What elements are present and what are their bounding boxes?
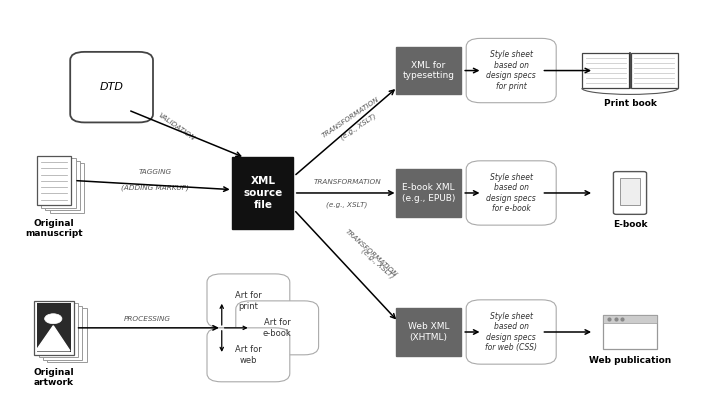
Text: Print book: Print book [603, 99, 657, 107]
FancyBboxPatch shape [70, 52, 153, 122]
Text: TRANSFORMATION: TRANSFORMATION [313, 179, 381, 185]
Text: (e.g., XSLT): (e.g., XSLT) [339, 112, 377, 141]
FancyBboxPatch shape [467, 38, 556, 103]
FancyBboxPatch shape [35, 301, 74, 355]
FancyBboxPatch shape [37, 156, 71, 205]
Text: TAGGING: TAGGING [138, 169, 171, 175]
FancyBboxPatch shape [207, 274, 289, 328]
Text: VALIDATION: VALIDATION [157, 112, 196, 142]
FancyBboxPatch shape [396, 46, 461, 95]
FancyBboxPatch shape [45, 161, 80, 210]
Text: Style sheet
based on
design specs
for web (CSS): Style sheet based on design specs for we… [485, 312, 537, 352]
FancyBboxPatch shape [631, 53, 678, 88]
FancyBboxPatch shape [232, 156, 294, 229]
Text: XML for
typesetting: XML for typesetting [402, 61, 454, 80]
FancyBboxPatch shape [613, 172, 647, 214]
FancyBboxPatch shape [582, 53, 629, 88]
FancyBboxPatch shape [207, 328, 289, 382]
Text: Web publication: Web publication [589, 356, 671, 365]
Text: (ADDING MARKUP): (ADDING MARKUP) [121, 185, 189, 191]
FancyBboxPatch shape [620, 178, 640, 205]
FancyBboxPatch shape [396, 169, 461, 217]
Text: Art for
print: Art for print [235, 291, 262, 310]
Text: TRANSFORMATION: TRANSFORMATION [321, 95, 380, 139]
FancyBboxPatch shape [50, 163, 84, 213]
Text: DTD: DTD [99, 82, 124, 92]
Text: (e.g., XSLT): (e.g., XSLT) [326, 201, 368, 208]
Text: E-book XML
(e.g., EPUB): E-book XML (e.g., EPUB) [402, 183, 455, 203]
Text: XML
source
file: XML source file [243, 176, 282, 210]
Text: Style sheet
based on
design specs
for e-book: Style sheet based on design specs for e-… [486, 173, 536, 213]
FancyBboxPatch shape [467, 161, 556, 225]
Text: TRANSFORMATION: TRANSFORMATION [343, 228, 398, 278]
FancyBboxPatch shape [603, 315, 657, 323]
Text: Art for
web: Art for web [235, 345, 262, 364]
Text: (e.g., XSLT): (e.g., XSLT) [361, 247, 395, 280]
FancyBboxPatch shape [41, 158, 76, 208]
Text: Original
artwork: Original artwork [34, 368, 74, 387]
Text: Original
manuscript: Original manuscript [25, 219, 83, 238]
FancyBboxPatch shape [43, 306, 82, 360]
Circle shape [45, 314, 62, 324]
FancyBboxPatch shape [396, 308, 461, 356]
Text: PROCESSING: PROCESSING [124, 316, 171, 322]
FancyBboxPatch shape [467, 300, 556, 364]
FancyBboxPatch shape [37, 303, 71, 352]
FancyBboxPatch shape [48, 308, 86, 362]
Text: Style sheet
based on
design specs
for print: Style sheet based on design specs for pr… [486, 51, 536, 90]
FancyBboxPatch shape [39, 303, 78, 357]
Text: Art for
e-book: Art for e-book [263, 318, 292, 337]
FancyBboxPatch shape [236, 301, 319, 355]
FancyBboxPatch shape [603, 315, 657, 349]
Text: E-book: E-book [613, 220, 647, 229]
Polygon shape [36, 326, 70, 351]
Text: Web XML
(XHTML): Web XML (XHTML) [408, 322, 449, 342]
